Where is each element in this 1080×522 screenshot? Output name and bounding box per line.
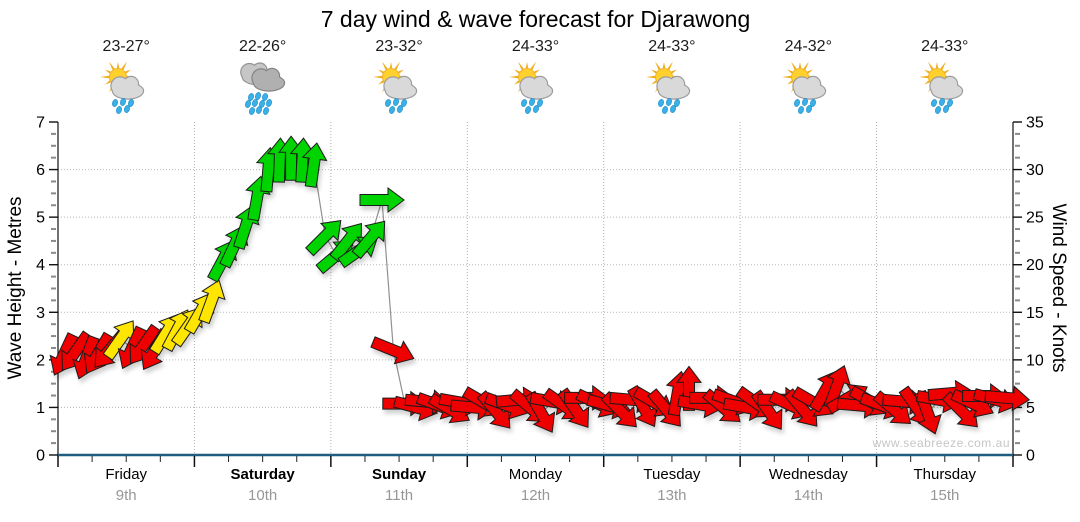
temp-wednesday: 24-32° <box>784 38 832 55</box>
day-column-tuesday: Tuesday 13th <box>643 466 701 504</box>
temp-monday: 24-33° <box>511 38 560 55</box>
left-axis-label: Wave Height - Metres <box>5 196 26 380</box>
svg-text:2: 2 <box>36 352 45 369</box>
svg-text:3: 3 <box>36 305 45 322</box>
svg-text:30: 30 <box>1026 162 1044 179</box>
svg-text:0: 0 <box>36 448 45 465</box>
temp-thursday: 24-33° <box>921 38 969 55</box>
sun-cloud-rain-icon <box>645 62 691 114</box>
watermark: www.seabreeze.com.au <box>872 436 1010 450</box>
day-column-thursday: Thursday 15th <box>913 466 976 504</box>
day-column-friday: Friday 9th <box>105 466 148 504</box>
svg-text:0: 0 <box>1026 448 1035 465</box>
svg-text:6: 6 <box>36 162 45 179</box>
day-column-monday: Monday 12th <box>508 466 563 504</box>
temp-sunday: 23-32° <box>375 38 423 55</box>
icons-row <box>58 62 1013 116</box>
sun-cloud-rain-icon <box>782 62 827 114</box>
svg-text:10: 10 <box>1026 352 1044 369</box>
day-column-wednesday: Wednesday 14th <box>768 466 848 504</box>
page-title: 7 day wind & wave forecast for Djarawong <box>320 6 751 32</box>
svg-text:5: 5 <box>1026 400 1035 417</box>
temp-friday: 23-27° <box>102 38 150 55</box>
svg-text:7: 7 <box>36 115 45 132</box>
svg-text:20: 20 <box>1026 257 1044 274</box>
sun-cloud-rain-icon <box>918 62 963 114</box>
svg-text:15: 15 <box>1026 305 1044 322</box>
temps-row: 23-27° 22-26° 23-32° 24-33° 24-33° 24-32… <box>58 38 1013 56</box>
temp-saturday: 22-26° <box>238 38 287 55</box>
right-axis-label: Wind Speed - Knots <box>1048 203 1069 373</box>
svg-text:1: 1 <box>36 400 45 417</box>
sun-cloud-rain-icon <box>100 62 145 114</box>
sun-cloud-rain-icon <box>373 62 418 114</box>
temp-tuesday: 24-33° <box>648 38 696 55</box>
rain-clouds-icon <box>239 62 285 115</box>
day-column-saturday: Saturday 10th <box>230 466 295 504</box>
days-row: Friday 9th Saturday 10th Sunday 11th Mon… <box>58 466 1013 504</box>
sun-cloud-rain-icon <box>509 62 554 114</box>
svg-text:35: 35 <box>1026 115 1044 132</box>
svg-text:4: 4 <box>36 257 45 274</box>
svg-text:5: 5 <box>36 210 45 227</box>
day-column-sunday: Sunday 11th <box>371 466 427 504</box>
svg-text:25: 25 <box>1026 210 1044 227</box>
